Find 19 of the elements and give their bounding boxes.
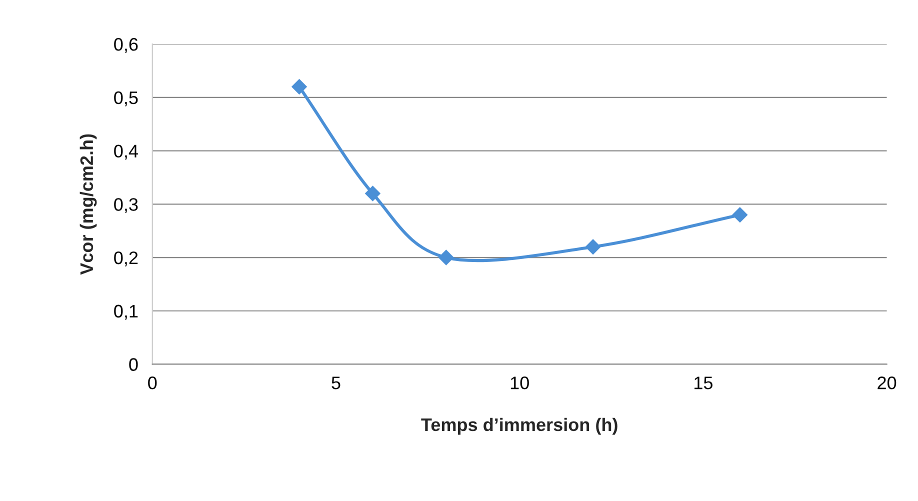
x-tick-label: 20 bbox=[878, 376, 896, 390]
x-tick-label: 15 bbox=[694, 376, 712, 390]
y-tick-label: 0,3 bbox=[114, 198, 138, 214]
y-tick-label: 0,4 bbox=[114, 144, 138, 160]
y-tick-label: 0,2 bbox=[114, 251, 138, 266]
y-tick-label: 0,1 bbox=[114, 304, 138, 320]
x-tick-label: 0 bbox=[148, 376, 157, 390]
point bbox=[292, 79, 307, 94]
x-tick-label: 10 bbox=[510, 376, 529, 390]
point bbox=[732, 207, 748, 222]
x-axis-title: Temps d’immersion (h) bbox=[421, 418, 618, 435]
point bbox=[585, 239, 601, 254]
y-tick-label: 0,5 bbox=[114, 91, 138, 106]
x-tick-label: 5 bbox=[332, 376, 340, 390]
point bbox=[438, 250, 454, 266]
point bbox=[365, 186, 380, 202]
y-tick-label: 0,6 bbox=[114, 38, 138, 53]
y-tick-label: 0 bbox=[129, 358, 138, 371]
y-axis-title: Vcor (mg/cm2.h) bbox=[80, 134, 97, 275]
